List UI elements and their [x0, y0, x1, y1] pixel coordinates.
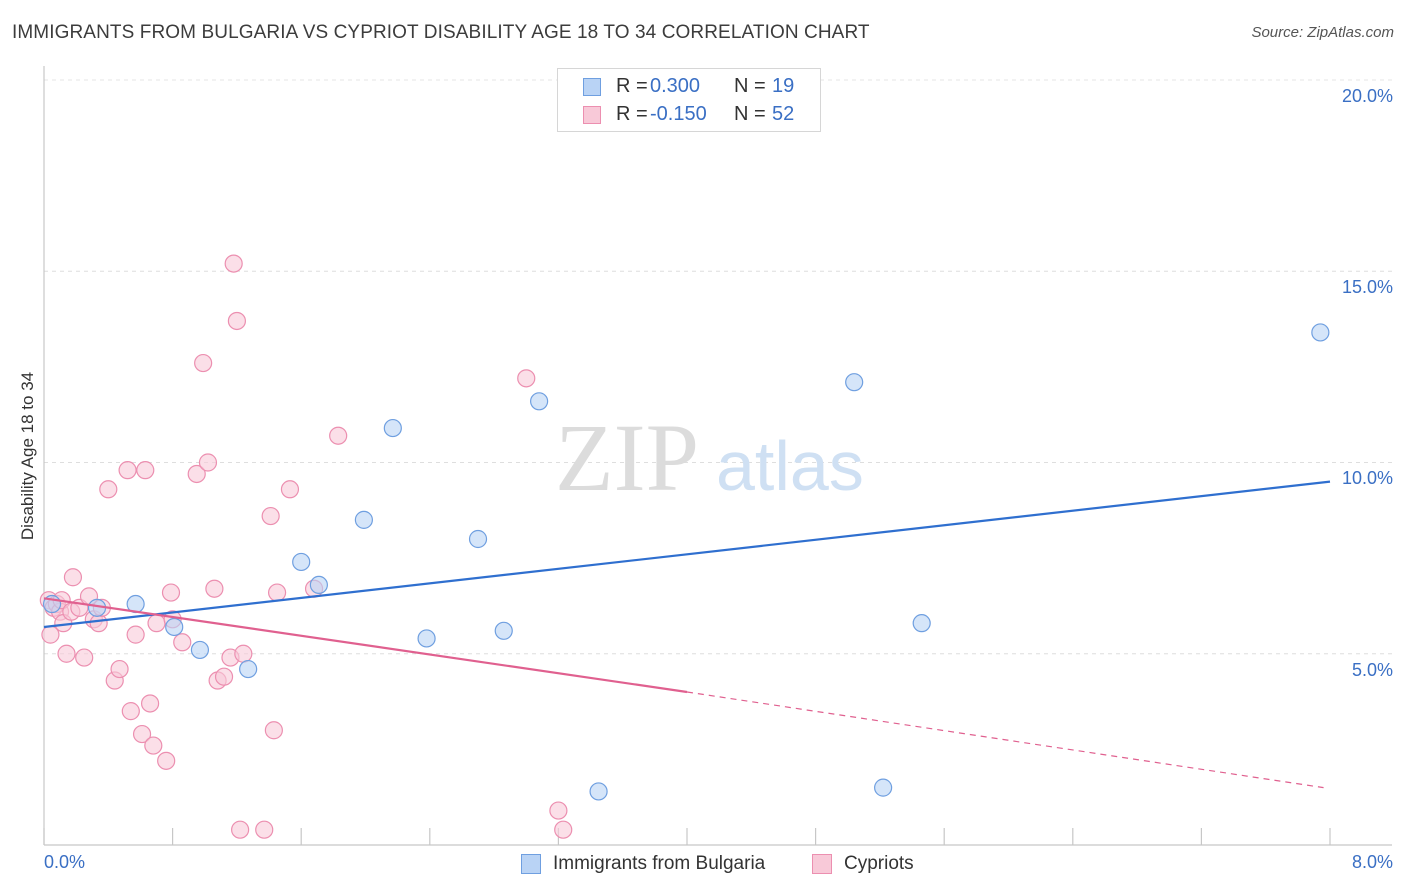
cypriots-trend-extension [686, 691, 1324, 789]
bulgaria-trend-line [43, 480, 1331, 629]
cypriots-point [261, 506, 280, 526]
cypriots-point [187, 464, 206, 484]
watermark-atlas: atlas [716, 427, 864, 505]
cypriots-points [39, 254, 573, 839]
cypriots-point [75, 648, 94, 667]
bulgaria-point [845, 373, 864, 392]
cypriots-point [110, 659, 129, 679]
bulgaria-point [530, 392, 549, 411]
cypriots-point [549, 801, 568, 820]
cypriots-point [136, 461, 155, 480]
grid-lines [44, 79, 1392, 655]
cypriots-point [194, 353, 213, 373]
y-tick-5: 5.0% [1351, 660, 1393, 680]
cypriots-point [157, 751, 176, 770]
cypriots-point [224, 254, 243, 273]
bulgaria-points [42, 323, 1330, 801]
pink-swatch [583, 106, 601, 124]
cypriots-point [132, 724, 152, 744]
blue-swatch [583, 78, 601, 96]
r-label: R = [616, 75, 648, 97]
cypriots-point [99, 480, 118, 499]
x-tick-min: 0.0% [44, 852, 86, 872]
bulgaria-point [383, 418, 402, 438]
trend-lines [43, 480, 1331, 789]
cypriots-point [144, 736, 163, 755]
blue-swatch [521, 854, 541, 874]
legend-label: Immigrants from Bulgaria [553, 853, 766, 874]
cypriots-point [554, 820, 573, 839]
stats-row-cypriots: R = -0.150 N = 52 [558, 101, 820, 129]
pink-swatch [812, 854, 832, 874]
chart-title: IMMIGRANTS FROM BULGARIA VS CYPRIOT DISA… [12, 22, 870, 43]
bulgaria-point [190, 640, 210, 660]
cypriots-point [118, 461, 137, 480]
source-credit: Source: ZipAtlas.com [1251, 24, 1394, 41]
bulgaria-point [874, 778, 893, 797]
cypriots-point [57, 644, 76, 663]
bulgaria-point [468, 529, 488, 549]
n-label: N = [734, 103, 766, 125]
bulgaria-point [589, 782, 608, 801]
bulgaria-point [912, 614, 931, 633]
y-tick-10: 10.0% [1341, 468, 1393, 488]
r-value: 0.300 [650, 75, 701, 97]
bulgaria-point [309, 575, 328, 595]
bulgaria-point [165, 617, 184, 637]
axes [43, 66, 1392, 846]
y-tick-20: 20.0% [1341, 86, 1393, 106]
series-legend: Immigrants from Bulgaria Cypriots [0, 852, 1406, 878]
stats-row-bulgaria: R = 0.300 N = 19 [558, 73, 820, 101]
cypriots-point [126, 625, 145, 644]
cypriots-point [140, 694, 160, 713]
cypriots-point [121, 702, 140, 721]
cypriots-point [198, 453, 218, 472]
cypriots-point [63, 568, 83, 587]
cypriots-point [147, 614, 166, 633]
cypriots-point [89, 614, 108, 633]
n-value: 19 [772, 75, 795, 97]
r-value: -0.150 [650, 103, 707, 125]
bulgaria-point [354, 510, 373, 529]
bulgaria-point [292, 552, 311, 572]
watermark-zip: ZIP [555, 404, 699, 511]
cypriots-point [264, 721, 283, 740]
y-tick-15: 15.0% [1341, 277, 1393, 297]
cypriots-point [231, 820, 250, 839]
cypriots-point [280, 480, 300, 499]
cypriots-point [267, 583, 287, 602]
x-tick-max: 8.0% [1351, 852, 1393, 872]
cypriots-point [214, 667, 234, 686]
cypriots-point [255, 820, 274, 839]
cypriots-point [173, 633, 192, 652]
bulgaria-point [417, 629, 436, 648]
cypriots-point [329, 426, 348, 445]
bulgaria-point [239, 659, 258, 679]
bulgaria-point [1311, 323, 1330, 342]
cypriots-trend-line [43, 597, 688, 694]
cypriots-point [517, 369, 536, 388]
stats-legend: R = 0.300 N = 19 R = -0.150 N = 52 [557, 68, 821, 132]
cypriots-point [227, 311, 246, 331]
cypriots-point [234, 644, 253, 663]
watermark: ZIP atlas [555, 404, 864, 511]
cypriots-point [161, 583, 181, 602]
legend-label: Cypriots [844, 853, 914, 874]
n-value: 52 [772, 103, 795, 125]
cypriots-point [205, 579, 224, 598]
r-label: R = [616, 103, 648, 125]
bulgaria-point [494, 621, 513, 640]
n-label: N = [734, 75, 766, 97]
